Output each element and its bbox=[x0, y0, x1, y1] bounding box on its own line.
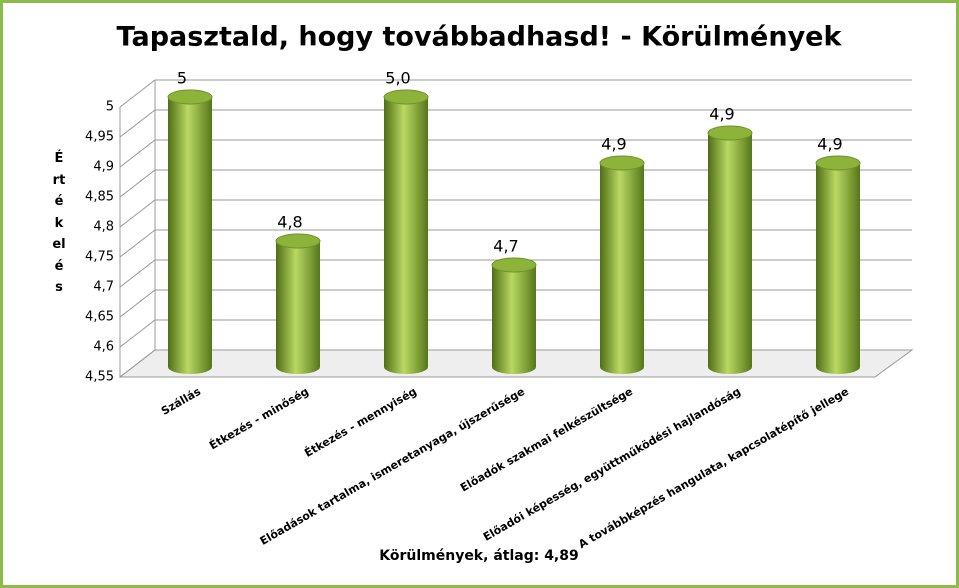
y-tick-label: 4,75 bbox=[85, 250, 114, 265]
data-label: 4,9 bbox=[601, 135, 626, 154]
y-tick-label: 5 bbox=[106, 100, 114, 115]
y-axis-label: Értékelés bbox=[52, 151, 66, 295]
x-tick-label: Étkezés - mennyiség bbox=[302, 385, 419, 460]
y-tick-label: 4,9 bbox=[93, 160, 114, 175]
data-label: 4,9 bbox=[709, 105, 734, 124]
grid-line bbox=[119, 289, 912, 318]
grid-line bbox=[119, 349, 912, 378]
grid-line bbox=[119, 109, 912, 138]
bar-top bbox=[275, 233, 321, 249]
bar-top bbox=[599, 155, 645, 171]
bar bbox=[600, 163, 644, 374]
bar-top bbox=[707, 125, 753, 141]
y-tick-label: 4,7 bbox=[93, 280, 114, 295]
y-tick-label: 4,6 bbox=[93, 340, 114, 355]
bar bbox=[384, 97, 428, 374]
grid-line bbox=[119, 259, 912, 288]
grid-line bbox=[119, 79, 912, 108]
data-label: 5 bbox=[177, 69, 187, 88]
bar bbox=[492, 265, 536, 374]
grid-line bbox=[119, 229, 912, 258]
data-label: 4,8 bbox=[277, 213, 302, 232]
y-tick-label: 4,55 bbox=[85, 370, 114, 385]
bar bbox=[168, 97, 212, 374]
data-label: 5,0 bbox=[385, 69, 410, 88]
grid-line bbox=[119, 199, 912, 228]
bar-top bbox=[167, 89, 213, 105]
y-tick-label: 4,65 bbox=[85, 310, 114, 325]
y-tick-label: 4,8 bbox=[93, 220, 114, 235]
bar-top bbox=[383, 89, 429, 105]
x-axis-label: Körülmények, átlag: 4,89 bbox=[379, 548, 579, 564]
data-label: 4,7 bbox=[493, 237, 518, 256]
grid-line bbox=[119, 139, 912, 168]
chart-title: Tapasztald, hogy továbbadhasd! - Körülmé… bbox=[117, 22, 843, 53]
x-tick-label: Szállás bbox=[159, 385, 203, 418]
data-label: 4,9 bbox=[817, 135, 842, 154]
grid-line bbox=[119, 319, 912, 348]
bar bbox=[816, 163, 860, 374]
bar-top bbox=[491, 257, 537, 273]
y-tick-label: 4,85 bbox=[85, 190, 114, 205]
bar-top bbox=[815, 155, 861, 171]
bar bbox=[276, 241, 320, 374]
y-tick-label: 4,95 bbox=[85, 130, 114, 145]
x-tick-label: Étkezés - minőség bbox=[207, 385, 311, 452]
bar bbox=[708, 133, 752, 374]
grid-line bbox=[119, 169, 912, 198]
x-tick-label: Előadók szakmai felkészültsége bbox=[458, 385, 635, 495]
